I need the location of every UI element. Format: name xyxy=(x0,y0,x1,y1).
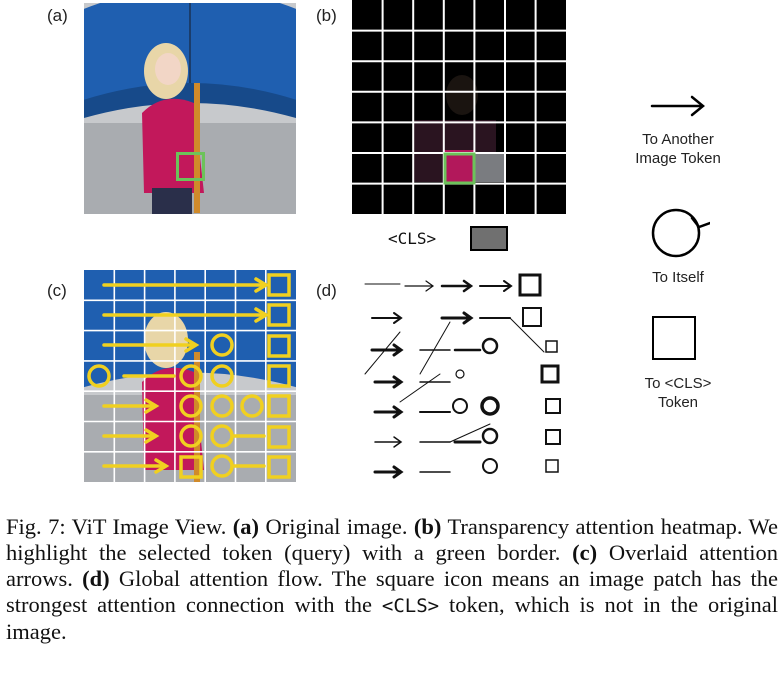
caption-b-text: Transparency attention heatmap. We highl… xyxy=(6,514,778,565)
attention-heatmap xyxy=(352,0,566,214)
caption-end: token, which is not in the original imag… xyxy=(6,592,779,644)
caption-a-text: Original image. xyxy=(265,514,408,539)
cls-label: <CLS> xyxy=(388,229,437,248)
panel-label-a: (a) xyxy=(47,6,68,25)
caption-c: (c) xyxy=(572,540,598,565)
legend-square-icon xyxy=(652,316,696,360)
caption-d: (d) xyxy=(82,566,110,591)
legend-arrow-icon xyxy=(650,94,706,118)
legend-self-loop-icon xyxy=(648,206,712,260)
global-attention-flow xyxy=(360,262,570,484)
caption-cls: <CLS> xyxy=(381,595,440,617)
overlaid-attention-arrows xyxy=(84,270,296,482)
selected-token-box-a xyxy=(176,152,205,181)
legend-another-line1: To Another xyxy=(642,131,714,148)
caption-fig: Fig. 7: ViT Image View. xyxy=(6,514,227,539)
original-image xyxy=(84,3,296,214)
cls-token-row: <CLS> xyxy=(388,226,509,251)
figure-caption: Fig. 7: ViT Image View. (a) Original ima… xyxy=(6,514,778,645)
cls-token-box xyxy=(470,226,509,251)
panel-label-c: (c) xyxy=(47,281,67,300)
caption-a: (a) xyxy=(232,514,260,539)
legend-itself: To Itself xyxy=(652,269,704,286)
caption-c-text: Overlaid attention arrows. xyxy=(6,540,779,591)
caption-d-text: Global attention flow. The square icon m… xyxy=(6,566,779,617)
panel-label-d: (d) xyxy=(316,281,337,300)
legend-another-line2: Image Token xyxy=(635,150,721,167)
legend-another: To Another Image Token xyxy=(615,130,741,168)
legend-cls: To <CLS> Token xyxy=(615,374,741,412)
legend-cls-line2: Token xyxy=(657,394,699,411)
legend-cls-line1: To <CLS> xyxy=(644,375,712,392)
panel-label-b: (b) xyxy=(316,6,337,25)
caption-b: (b) xyxy=(413,514,442,539)
